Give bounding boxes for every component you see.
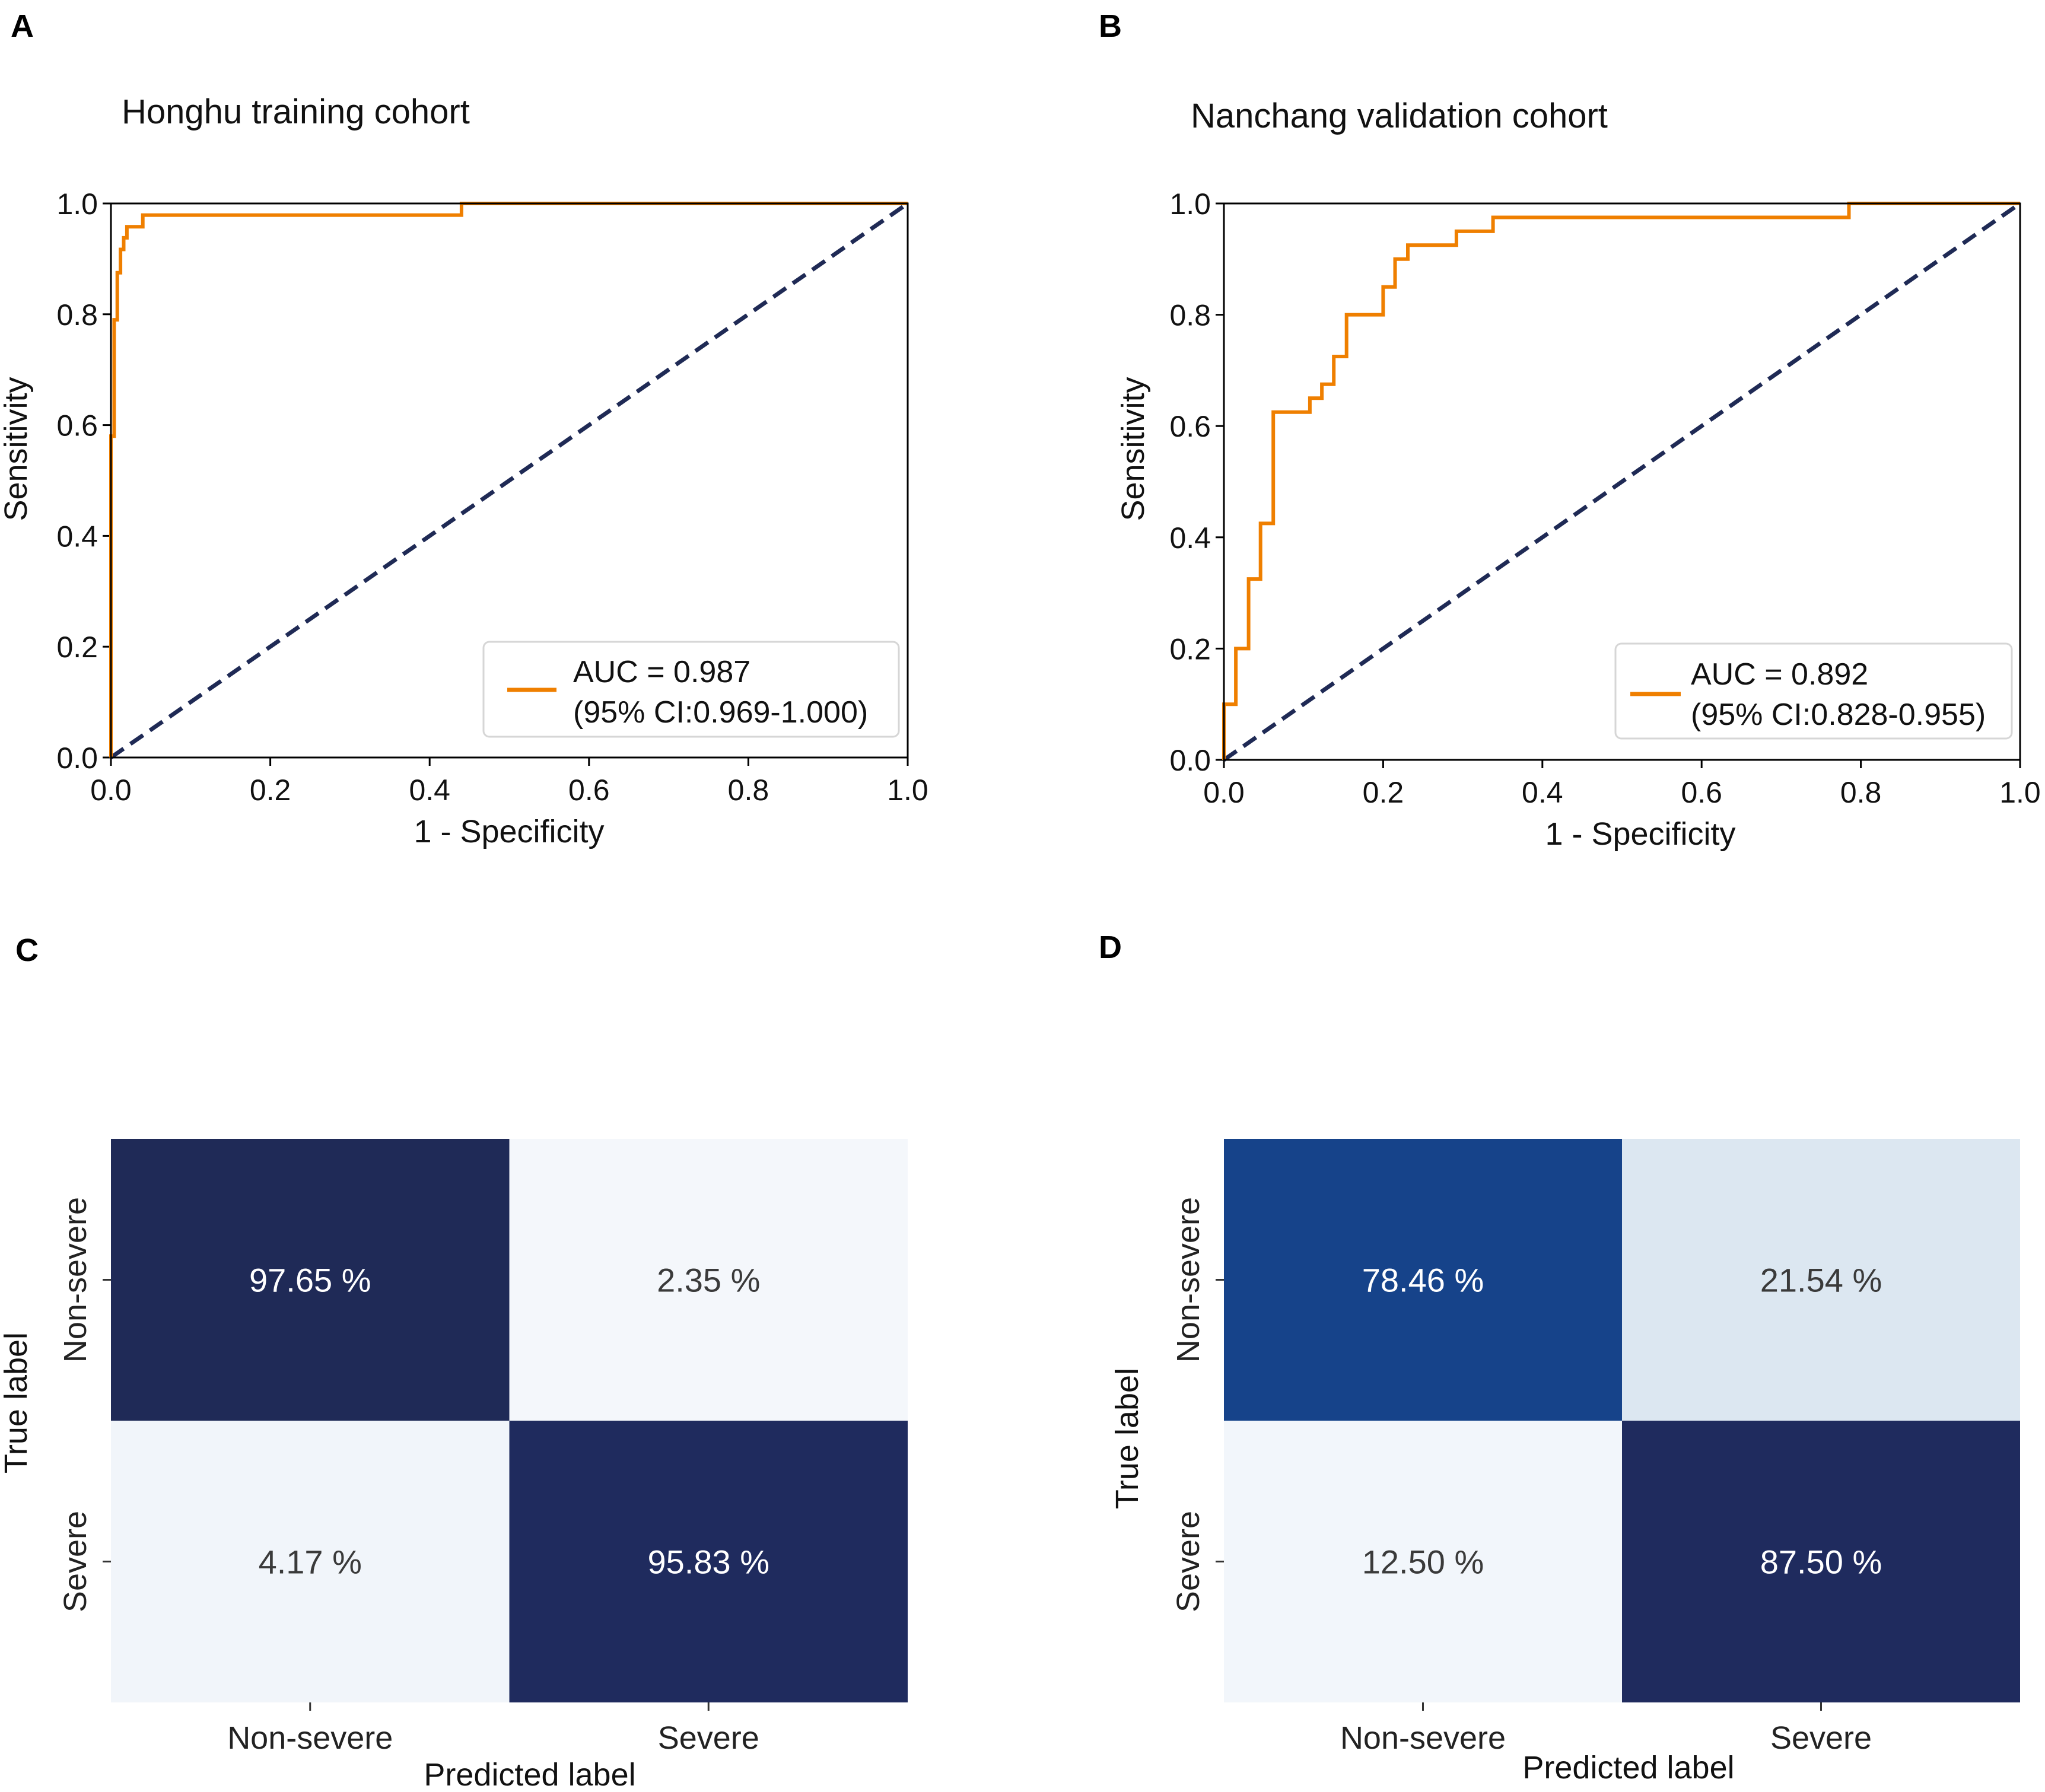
- x-tick-label-a: 0.8: [728, 774, 769, 807]
- x-tick-label-d: Non-severe: [1340, 1720, 1506, 1756]
- x-tick-label-b: 0.4: [1522, 776, 1563, 809]
- panel-a: A Honghu training cohort 0.0 0.2 0.4 0.6 0.8…: [0, 8, 928, 849]
- legend-auc-b: AUC = 0.892: [1691, 657, 1868, 692]
- y-tick-label-b: 0.8: [1169, 299, 1211, 332]
- x-tick-label-c: Severe: [658, 1720, 759, 1756]
- x-tick-label-b: 0.6: [1681, 776, 1722, 809]
- roc-axes-b: 0.0 0.2 0.4 0.6 0.8 1.0 0.0 0.2 0.4 0.6 0.8 1.0: [1169, 187, 2040, 809]
- x-tick-label-d: Severe: [1770, 1720, 1872, 1756]
- chart-title-a: Honghu training cohort: [122, 93, 470, 131]
- y-tick-label-a: 0.8: [56, 298, 98, 332]
- y-tick-label-d: Severe: [1171, 1511, 1206, 1612]
- panel-d: D 78.46 % 21.54 % 12.50 % 87.50 % Non-severe…: [1099, 930, 2020, 1785]
- x-tick-label-a: 1.0: [887, 774, 928, 807]
- y-axis-label-a: Sensitivity: [0, 377, 34, 521]
- x-tick-label-b: 1.0: [1999, 776, 2041, 809]
- legend-box-a: [482, 641, 900, 738]
- y-tick-label-a: 0.6: [56, 409, 98, 443]
- heatmap-value-d: 87.50 %: [1760, 1543, 1882, 1581]
- y-axis-label-d: True label: [1109, 1368, 1145, 1509]
- heatmap-value-c: 95.83 %: [648, 1543, 770, 1581]
- heatmap-cell-c: [509, 1421, 908, 1702]
- legend-auc-a: AUC = 0.987: [573, 655, 750, 689]
- y-tick-label-a: 0.2: [56, 631, 98, 664]
- roc-axes-a: 0.0 0.2 0.4 0.6 0.8 1.0 0.0 0.2 0.4 0.6 0.8 1.0: [56, 187, 928, 807]
- x-tick-label-a: 0.4: [409, 774, 450, 807]
- heatmap-cell-c: [509, 1139, 908, 1421]
- roc-curve-a: [109, 202, 908, 757]
- heatmap-cell-d: [1224, 1421, 1622, 1702]
- heatmap-value-d: 12.50 %: [1362, 1543, 1484, 1581]
- panel-b: B Nanchang validation cohort 0.0 0.2 0.4 0.…: [1099, 8, 2041, 852]
- confusion-matrix-d: 78.46 % 21.54 % 12.50 % 87.50 % Non-severe Se…: [1171, 1139, 2020, 1756]
- x-tick-label-b: 0.2: [1363, 776, 1404, 809]
- heatmap-value-d: 21.54 %: [1760, 1262, 1882, 1299]
- heatmap-cell-c: [111, 1421, 510, 1702]
- heatmap-cell-c: [111, 1139, 510, 1421]
- y-tick-label-b: 0.2: [1169, 632, 1211, 666]
- y-axis-label-b: Sensitivity: [1115, 377, 1151, 521]
- y-tick-label-b: 0.0: [1169, 744, 1211, 777]
- y-tick-label-b: 0.6: [1169, 410, 1211, 443]
- x-axis-label-d: Predicted label: [1522, 1750, 1734, 1785]
- legend-box-b: [1614, 642, 2013, 740]
- panel-letter-c: C: [15, 932, 39, 968]
- x-axis-label-a: 1 - Specificity: [414, 814, 604, 849]
- x-tick-label-a: 0.0: [90, 774, 132, 807]
- chart-title-b: Nanchang validation cohort: [1191, 97, 1608, 135]
- chance-line-a: [110, 202, 909, 759]
- y-tick-label-a: 1.0: [56, 187, 98, 221]
- y-tick-label-c: Non-severe: [58, 1197, 93, 1363]
- legend-ci-a: (95% CI:0.969-1.000): [573, 695, 868, 730]
- heatmap-cell-d: [1224, 1139, 1622, 1421]
- plot-frame-a: [110, 202, 909, 759]
- heatmap-cell-d: [1622, 1139, 2020, 1421]
- x-axis-label-c: Predicted label: [424, 1757, 635, 1792]
- heatmap-value-c: 2.35 %: [657, 1262, 760, 1299]
- plot-frame-b: [1223, 202, 2021, 761]
- legend-a: AUC = 0.987 (95% CI:0.969-1.000): [482, 641, 900, 738]
- panel-letter-d: D: [1099, 930, 1122, 965]
- x-tick-label-c: Non-severe: [227, 1720, 393, 1756]
- roc-curve-b: [1222, 202, 2020, 760]
- x-axis-label-b: 1 - Specificity: [1545, 816, 1735, 852]
- y-tick-label-d: Non-severe: [1171, 1197, 1206, 1363]
- heatmap-value-c: 4.17 %: [259, 1543, 362, 1581]
- panel-letter-a: A: [11, 8, 34, 44]
- y-tick-label-b: 0.4: [1169, 521, 1211, 555]
- heatmap-cell-d: [1622, 1421, 2020, 1702]
- legend-b: AUC = 0.892 (95% CI:0.828-0.955): [1614, 642, 2013, 740]
- panel-letter-b: B: [1099, 8, 1122, 44]
- heatmap-value-d: 78.46 %: [1362, 1262, 1484, 1299]
- y-axis-label-c: True label: [0, 1332, 34, 1473]
- x-tick-label-a: 0.2: [250, 774, 291, 807]
- panel-c: C 97.65 % 2.35 % 4.17 % 95.83 % Non-severe Se…: [0, 932, 908, 1792]
- y-tick-label-a: 0.0: [56, 741, 98, 775]
- x-tick-label-b: 0.0: [1203, 776, 1245, 809]
- legend-ci-b: (95% CI:0.828-0.955): [1691, 698, 1986, 732]
- chance-line-b: [1222, 202, 2022, 762]
- x-tick-label-b: 0.8: [1840, 776, 1882, 809]
- x-tick-label-a: 0.6: [568, 774, 610, 807]
- y-tick-label-c: Severe: [58, 1511, 93, 1612]
- y-tick-label-b: 1.0: [1169, 187, 1211, 221]
- heatmap-value-c: 97.65 %: [249, 1262, 371, 1299]
- y-tick-label-a: 0.4: [56, 520, 98, 553]
- confusion-matrix-c: 97.65 % 2.35 % 4.17 % 95.83 % Non-severe Seve…: [58, 1139, 908, 1756]
